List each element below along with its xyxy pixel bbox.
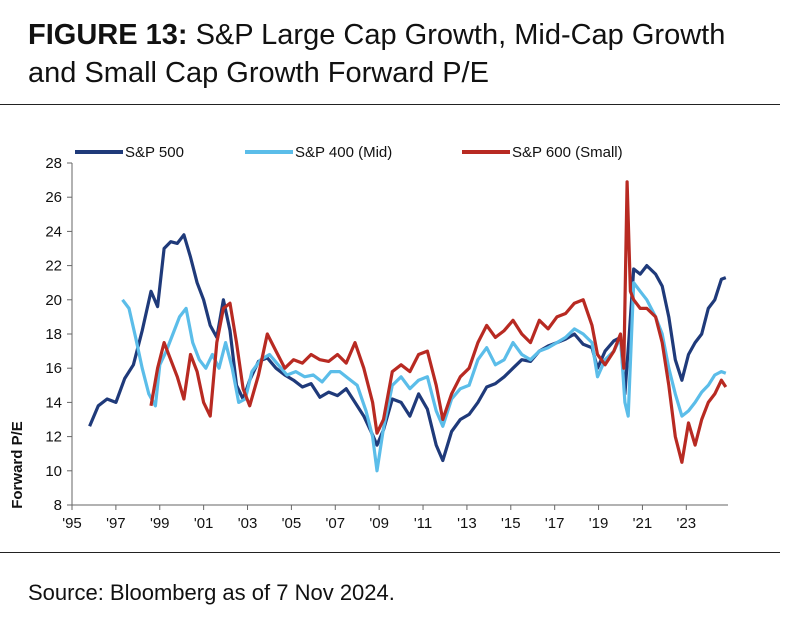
chart-title: FIGURE 13: S&P Large Cap Growth, Mid-Cap… — [28, 16, 778, 92]
x-tick-label: '23 — [677, 515, 697, 532]
x-tick-label: '09 — [369, 515, 389, 532]
x-tick-label: '03 — [238, 515, 258, 532]
y-tick-label: 22 — [45, 258, 62, 275]
top-divider — [0, 104, 780, 105]
x-tick-label: '15 — [501, 515, 521, 532]
x-tick-label: '01 — [194, 515, 214, 532]
y-tick-label: 16 — [45, 360, 62, 377]
x-tick-label: '07 — [325, 515, 345, 532]
x-tick-label: '19 — [589, 515, 609, 532]
x-tick-label: '13 — [457, 515, 477, 532]
y-axis-label: Forward P/E — [9, 421, 26, 509]
y-tick-label: 10 — [45, 463, 62, 480]
y-tick-label: 12 — [45, 429, 62, 446]
x-tick-label: '99 — [150, 515, 170, 532]
x-tick-label: '11 — [414, 515, 432, 532]
y-tick-label: 18 — [45, 326, 62, 343]
legend-label-2: S&P 400 (Mid) — [295, 144, 392, 161]
legend-label-1: S&P 500 — [125, 144, 184, 161]
y-tick-label: 8 — [54, 497, 62, 514]
source-note: Source: Bloomberg as of 7 Nov 2024. — [28, 580, 395, 605]
series-line-3 — [149, 180, 728, 464]
y-tick-label: 14 — [45, 394, 62, 411]
series-lines — [88, 180, 728, 473]
figure-title-text: S&P Large Cap Growth, Mid-Cap Growth and… — [28, 19, 726, 89]
figure-label: FIGURE 13: — [28, 19, 188, 51]
x-tick-label: '05 — [282, 515, 302, 532]
y-tick-label: 26 — [45, 189, 62, 206]
y-axis: 8 10 12 14 16 18 20 22 24 26 28 — [45, 155, 73, 514]
bottom-divider — [0, 552, 780, 553]
series-line-2 — [121, 281, 727, 473]
x-tick-label: '21 — [633, 515, 653, 532]
y-tick-label: 20 — [45, 292, 62, 309]
x-axis: '95 '97 '99 '01 '03 '05 '07 '09 '11 '13 '15 '17 '19 '… — [62, 504, 728, 532]
legend: S&P 500 S&P 400 (Mid) S&P 600 (Small) — [75, 144, 623, 161]
x-tick-label: '17 — [545, 515, 565, 532]
x-tick-label: '97 — [106, 515, 126, 532]
y-tick-label: 28 — [45, 155, 62, 172]
y-tick-label: 24 — [45, 223, 62, 240]
legend-label-3: S&P 600 (Small) — [512, 144, 623, 161]
x-tick-label: '95 — [62, 515, 82, 532]
series-line-1 — [88, 233, 727, 463]
line-chart: 8 10 12 14 16 18 20 22 24 26 28 '95 '97 '99 '01 '03 '05… — [9, 144, 728, 532]
